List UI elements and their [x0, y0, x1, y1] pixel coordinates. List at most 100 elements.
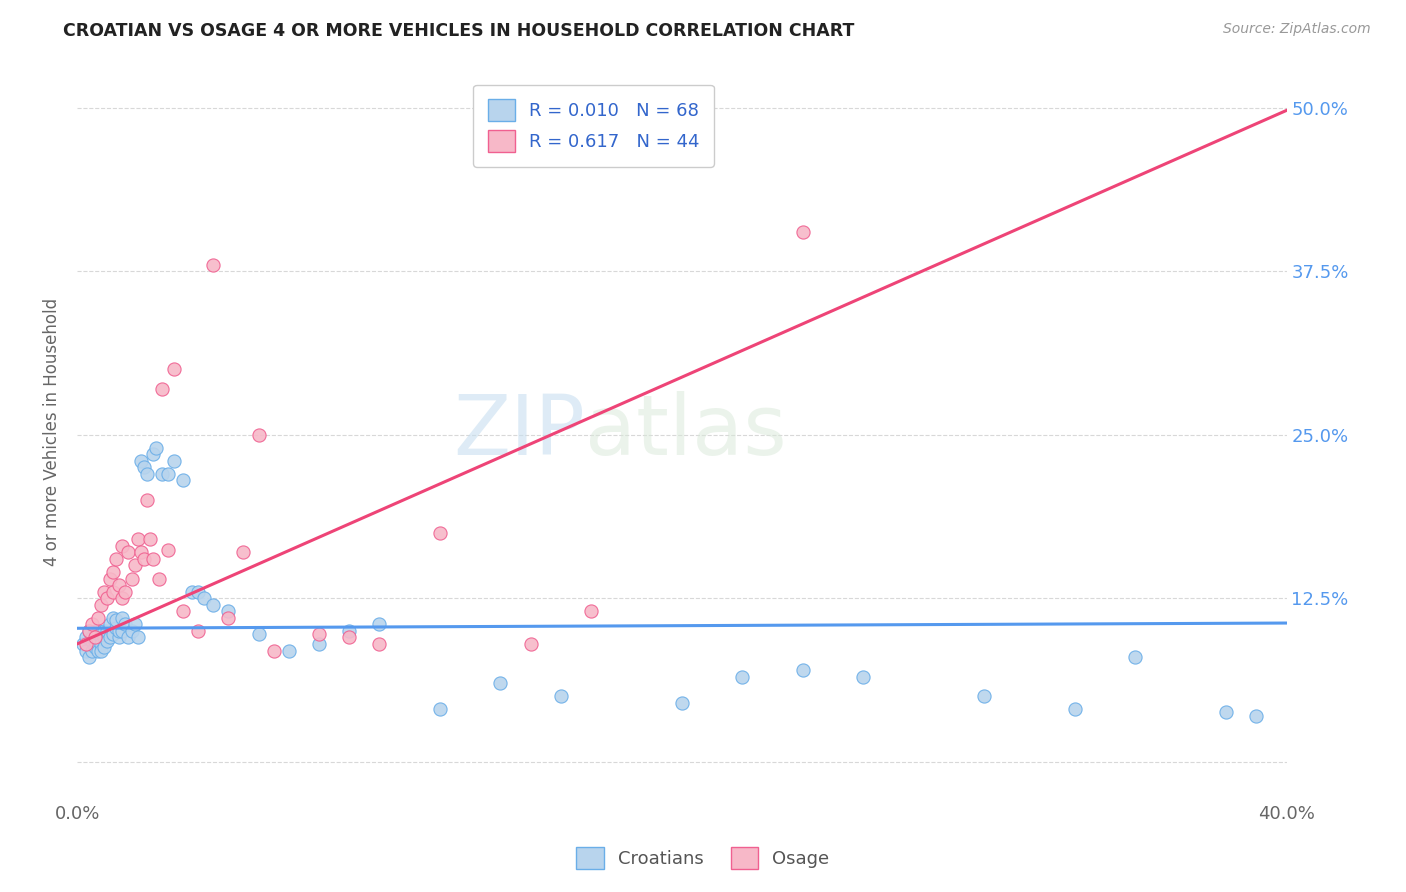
- Point: [96, 624, 118, 638]
- Point: [117, 631, 139, 645]
- Point: [202, 598, 225, 612]
- Point: [90, 643, 112, 657]
- Point: [232, 545, 254, 559]
- Text: CROATIAN VS OSAGE 4 OR MORE VEHICLES IN HOUSEHOLD CORRELATION CHART: CROATIAN VS OSAGE 4 OR MORE VEHICLES IN …: [63, 22, 855, 40]
- Point: [75, 631, 97, 645]
- Point: [852, 670, 875, 684]
- Point: [579, 604, 602, 618]
- Point: [111, 539, 134, 553]
- Point: [84, 640, 107, 654]
- Point: [121, 624, 143, 638]
- Point: [103, 584, 125, 599]
- Point: [90, 598, 112, 612]
- Point: [108, 624, 131, 638]
- Point: [93, 584, 115, 599]
- Legend: R = 0.010   N = 68, R = 0.617   N = 44: R = 0.010 N = 68, R = 0.617 N = 44: [474, 85, 714, 167]
- Point: [156, 542, 179, 557]
- Point: [519, 637, 541, 651]
- Point: [105, 614, 128, 628]
- Point: [87, 611, 110, 625]
- Point: [127, 533, 149, 547]
- Point: [84, 624, 107, 638]
- Point: [142, 552, 165, 566]
- Point: [82, 631, 104, 645]
- Point: [671, 696, 693, 710]
- Point: [731, 670, 754, 684]
- Point: [87, 643, 110, 657]
- Point: [72, 637, 94, 651]
- Point: [82, 634, 104, 648]
- Point: [308, 637, 330, 651]
- Point: [129, 545, 152, 559]
- Point: [111, 624, 134, 638]
- Point: [150, 382, 173, 396]
- Point: [127, 631, 149, 645]
- Point: [187, 624, 209, 638]
- Point: [77, 624, 100, 638]
- Point: [337, 631, 360, 645]
- Point: [489, 676, 512, 690]
- Point: [277, 643, 299, 657]
- Point: [111, 591, 134, 606]
- Point: [93, 640, 115, 654]
- Point: [163, 362, 186, 376]
- Point: [93, 624, 115, 638]
- Point: [429, 702, 451, 716]
- Point: [108, 631, 131, 645]
- Point: [132, 552, 155, 566]
- Y-axis label: 4 or more Vehicles in Household: 4 or more Vehicles in Household: [44, 297, 60, 566]
- Point: [148, 572, 170, 586]
- Point: [163, 454, 186, 468]
- Point: [181, 584, 204, 599]
- Point: [138, 533, 160, 547]
- Point: [93, 631, 115, 645]
- Point: [87, 626, 110, 640]
- Point: [98, 572, 121, 586]
- Point: [87, 624, 110, 638]
- Point: [217, 604, 239, 618]
- Point: [142, 447, 165, 461]
- Text: atlas: atlas: [585, 391, 787, 472]
- Point: [90, 637, 112, 651]
- Point: [124, 558, 146, 573]
- Point: [193, 591, 215, 606]
- Point: [96, 591, 118, 606]
- Point: [132, 460, 155, 475]
- Point: [217, 611, 239, 625]
- Point: [84, 634, 107, 648]
- Point: [429, 525, 451, 540]
- Point: [247, 626, 270, 640]
- Point: [172, 604, 194, 618]
- Point: [1064, 702, 1087, 716]
- Point: [75, 637, 97, 651]
- Point: [550, 690, 572, 704]
- Point: [77, 650, 100, 665]
- Point: [105, 621, 128, 635]
- Point: [82, 643, 104, 657]
- Point: [98, 617, 121, 632]
- Point: [121, 572, 143, 586]
- Point: [202, 258, 225, 272]
- Point: [98, 631, 121, 645]
- Point: [1125, 650, 1147, 665]
- Point: [368, 637, 391, 651]
- Point: [145, 441, 167, 455]
- Point: [108, 578, 131, 592]
- Point: [75, 643, 97, 657]
- Point: [135, 467, 157, 481]
- Point: [103, 626, 125, 640]
- Legend: Croatians, Osage: Croatians, Osage: [569, 839, 837, 876]
- Point: [96, 634, 118, 648]
- Point: [247, 427, 270, 442]
- Point: [111, 611, 134, 625]
- Point: [671, 140, 693, 154]
- Point: [114, 584, 136, 599]
- Text: Source: ZipAtlas.com: Source: ZipAtlas.com: [1223, 22, 1371, 37]
- Point: [117, 545, 139, 559]
- Point: [124, 617, 146, 632]
- Point: [263, 643, 285, 657]
- Point: [792, 225, 814, 239]
- Point: [103, 611, 125, 625]
- Point: [156, 467, 179, 481]
- Point: [84, 631, 107, 645]
